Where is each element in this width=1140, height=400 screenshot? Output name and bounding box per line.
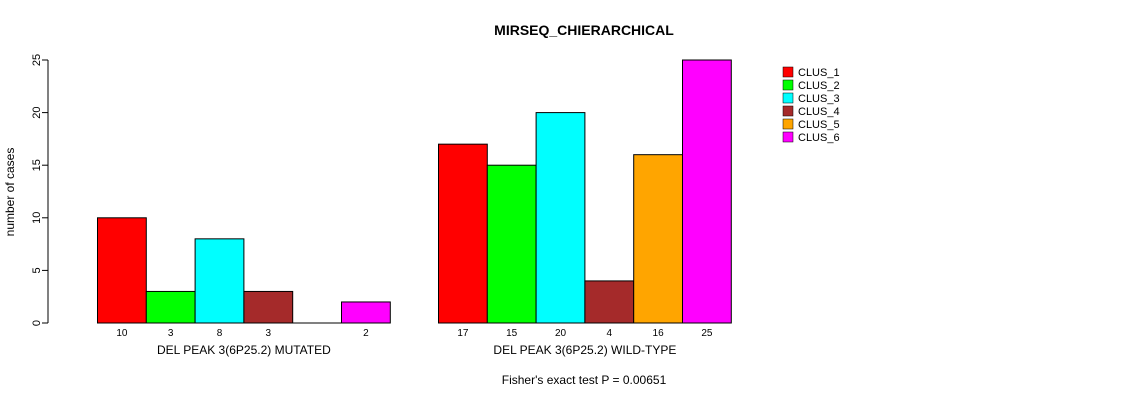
y-axis: 0 5 10 15 20 25 — [31, 54, 49, 326]
bar-clus-4-mutated — [243, 290, 294, 324]
legend-label: CLUS_2 — [798, 80, 840, 92]
bar-clus-4-wild-type — [584, 280, 635, 324]
legend-label: CLUS_4 — [798, 106, 840, 118]
group-label-wild-type: DEL PEAK 3(6P25.2) WILD-TYPE — [493, 343, 676, 357]
bar-value-label: 4 — [607, 328, 613, 339]
legend-swatch — [782, 79, 794, 91]
y-tick-label: 0 — [31, 320, 43, 326]
bar-clus-2-wild-type — [486, 164, 537, 324]
legend-label: CLUS_1 — [798, 67, 840, 79]
bar-value-label: 10 — [116, 328, 128, 339]
fisher-test-footnote: Fisher's exact test P = 0.00651 — [502, 373, 667, 387]
y-tick-label: 25 — [31, 54, 43, 66]
legend-swatch — [782, 92, 794, 104]
bar-value-label: 8 — [217, 328, 223, 339]
bar-clus-5-wild-type — [633, 154, 684, 324]
y-axis-label: number of cases — [3, 148, 17, 237]
y-tick-label: 5 — [31, 267, 43, 273]
chart-title: MIRSEQ_CHIERARCHICAL — [494, 22, 674, 38]
bar-value-label: 3 — [168, 328, 174, 339]
legend-label: CLUS_6 — [798, 132, 840, 144]
bars — [97, 59, 732, 324]
legend-label: CLUS_3 — [798, 93, 840, 105]
legend-swatch — [782, 118, 794, 130]
bar-clus-2-mutated — [145, 290, 196, 324]
bar-clus-3-wild-type — [535, 112, 586, 324]
bar-value-label: 20 — [555, 328, 567, 339]
bar-clus-6-mutated — [341, 301, 391, 324]
y-tick-label: 20 — [31, 106, 43, 118]
y-tick-label: 10 — [31, 212, 43, 224]
bar-value-label: 2 — [363, 328, 369, 339]
bar-value-label: 25 — [701, 328, 713, 339]
bar-value-label: 17 — [457, 328, 469, 339]
group-label-mutated: DEL PEAK 3(6P25.2) MUTATED — [157, 343, 331, 357]
legend-label: CLUS_5 — [798, 119, 840, 131]
bar-clus-1-wild-type — [438, 143, 488, 324]
legend-swatch — [782, 105, 794, 117]
bar-value-label: 16 — [653, 328, 665, 339]
y-tick-label: 15 — [31, 159, 43, 171]
group-labels: DEL PEAK 3(6P25.2) MUTATED DEL PEAK 3(6P2… — [157, 343, 676, 357]
legend-swatch — [782, 66, 794, 78]
bar-value-label: 15 — [506, 328, 518, 339]
legend-swatch — [782, 131, 794, 143]
bar-clus-1-mutated — [97, 217, 147, 324]
bar-value-label: 3 — [266, 328, 272, 339]
bar-clus-6-wild-type — [682, 59, 732, 324]
bar-value-labels: 10 3 8 3 2 17 15 20 4 16 25 — [116, 328, 713, 339]
bar-clus-3-mutated — [194, 238, 245, 324]
